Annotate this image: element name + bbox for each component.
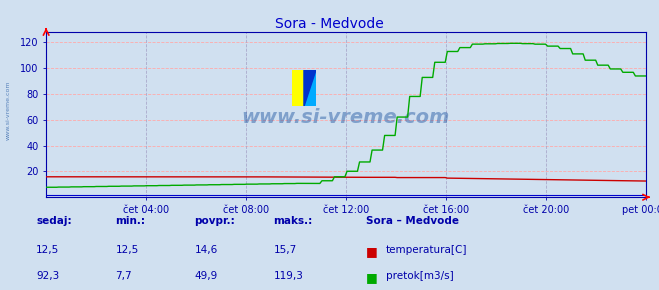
Text: Sora - Medvode: Sora - Medvode [275,17,384,31]
Text: 15,7: 15,7 [273,245,297,255]
Text: povpr.:: povpr.: [194,216,235,226]
Text: maks.:: maks.: [273,216,313,226]
Text: www.si-vreme.com: www.si-vreme.com [5,80,11,140]
Text: 119,3: 119,3 [273,271,303,281]
Text: 49,9: 49,9 [194,271,217,281]
Text: 12,5: 12,5 [36,245,59,255]
Text: Sora – Medvode: Sora – Medvode [366,216,459,226]
Text: www.si-vreme.com: www.si-vreme.com [242,108,450,127]
Text: ■: ■ [366,245,378,258]
Text: 12,5: 12,5 [115,245,138,255]
Text: ■: ■ [366,271,378,284]
Text: 7,7: 7,7 [115,271,132,281]
Text: 92,3: 92,3 [36,271,59,281]
Text: temperatura[C]: temperatura[C] [386,245,467,255]
Text: 14,6: 14,6 [194,245,217,255]
Text: min.:: min.: [115,216,146,226]
Text: sedaj:: sedaj: [36,216,72,226]
Text: pretok[m3/s]: pretok[m3/s] [386,271,453,281]
